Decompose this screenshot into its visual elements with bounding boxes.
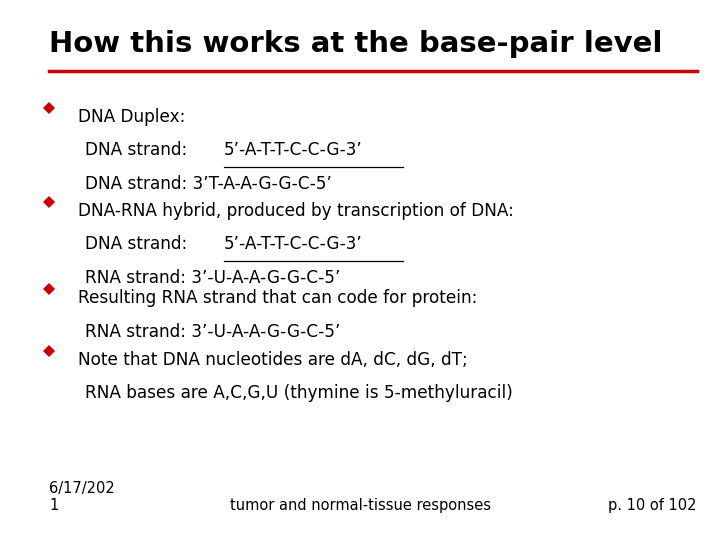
Text: DNA Duplex:: DNA Duplex: bbox=[78, 108, 185, 126]
Text: How this works at the base-pair level: How this works at the base-pair level bbox=[49, 30, 662, 58]
Text: p. 10 of 102: p. 10 of 102 bbox=[608, 498, 697, 513]
Text: Note that DNA nucleotides are dA, dC, dG, dT;: Note that DNA nucleotides are dA, dC, dG… bbox=[78, 351, 467, 369]
Text: 5’-A-T-T-C-C-G-3’: 5’-A-T-T-C-C-G-3’ bbox=[224, 235, 363, 253]
Text: RNA strand: 3’-U-A-A-G-G-C-5’: RNA strand: 3’-U-A-A-G-G-C-5’ bbox=[85, 269, 341, 287]
Text: tumor and normal-tissue responses: tumor and normal-tissue responses bbox=[230, 498, 490, 513]
Text: DNA strand: 3’T-A-A-G-G-C-5’: DNA strand: 3’T-A-A-G-G-C-5’ bbox=[85, 175, 332, 193]
Text: DNA strand:: DNA strand: bbox=[85, 235, 192, 253]
Text: 6/17/202
1: 6/17/202 1 bbox=[49, 481, 114, 513]
Text: DNA strand:: DNA strand: bbox=[85, 141, 192, 159]
Text: RNA bases are A,C,G,U (thymine is 5-methyluracil): RNA bases are A,C,G,U (thymine is 5-meth… bbox=[85, 384, 513, 402]
Text: 5’-A-T-T-C-C-G-3’: 5’-A-T-T-C-C-G-3’ bbox=[224, 141, 363, 159]
Text: Resulting RNA strand that can code for protein:: Resulting RNA strand that can code for p… bbox=[78, 289, 477, 307]
Text: DNA-RNA hybrid, produced by transcription of DNA:: DNA-RNA hybrid, produced by transcriptio… bbox=[78, 202, 513, 220]
Text: RNA strand: 3’-U-A-A-G-G-C-5’: RNA strand: 3’-U-A-A-G-G-C-5’ bbox=[85, 323, 341, 341]
